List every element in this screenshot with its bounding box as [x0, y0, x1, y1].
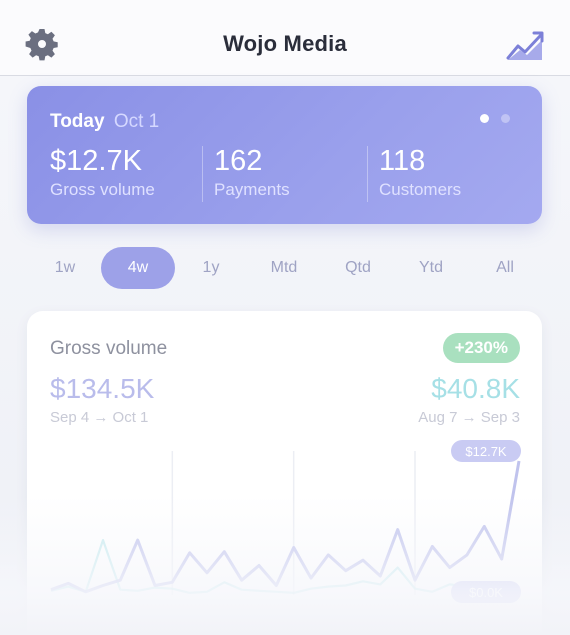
metric-gross-volume: $12.7K Gross volume [50, 144, 155, 200]
range-1w[interactable]: 1w [54, 259, 76, 276]
today-text: Today [50, 111, 105, 132]
metric-value: 118 [379, 145, 426, 177]
gross-volume-card[interactable]: Gross volume +230% $134.5K $40.8K Sep 4 … [27, 311, 542, 635]
range-4w[interactable]: 4w [101, 247, 175, 289]
page-dot-2[interactable] [501, 114, 510, 123]
metric-value: $12.7K [50, 145, 142, 177]
time-range-selector: 1w 4w 1y Mtd Qtd Ytd All [27, 247, 542, 289]
metric-label: Customers [379, 180, 462, 199]
page-indicator[interactable] [480, 114, 510, 123]
metric-value: 162 [214, 145, 263, 177]
max-value-tag: $12.7K [451, 440, 521, 462]
range-all[interactable]: All [496, 259, 514, 276]
metric-divider [202, 146, 203, 202]
page-title: Wojo Media [223, 31, 347, 56]
range-mtd[interactable]: Mtd [270, 259, 298, 276]
min-value-tag-text: $0.0K [469, 585, 503, 600]
today-label: Today Oct 1 [50, 111, 159, 133]
trend-chart-icon[interactable] [506, 28, 544, 62]
max-value-tag-text: $12.7K [465, 444, 507, 459]
change-badge: +230% [442, 333, 520, 363]
today-date: Oct 1 [113, 111, 160, 132]
previous-period-value: $40.8K [431, 373, 520, 404]
current-period-value: $134.5K [50, 373, 155, 404]
min-value-tag: $0.0K [451, 581, 521, 603]
card-title: Gross volume [50, 338, 168, 359]
current-period-range: Sep 4 → Oct 1 [50, 409, 149, 426]
metric-customers: 118 Customers [379, 144, 461, 200]
range-ytd[interactable]: Ytd [418, 259, 443, 276]
previous-period-range: Aug 7 → Sep 3 [418, 409, 520, 426]
metric-divider [367, 146, 368, 202]
gross-volume-line-chart[interactable]: $12.7K $0.0K [47, 435, 527, 605]
range-qtd[interactable]: Qtd [345, 259, 371, 276]
metric-label: Gross volume [50, 180, 155, 199]
today-summary-card[interactable]: Today Oct 1 $12.7K Gross volume 162 Paym… [27, 86, 542, 224]
app-header: Wojo Media [0, 0, 570, 76]
page-dot-1[interactable] [480, 114, 489, 123]
series-current-line [50, 460, 521, 594]
gear-icon[interactable] [24, 26, 60, 62]
metric-payments: 162 Payments [214, 144, 290, 200]
metric-label: Payments [214, 180, 290, 199]
range-1y[interactable]: 1y [202, 259, 220, 276]
